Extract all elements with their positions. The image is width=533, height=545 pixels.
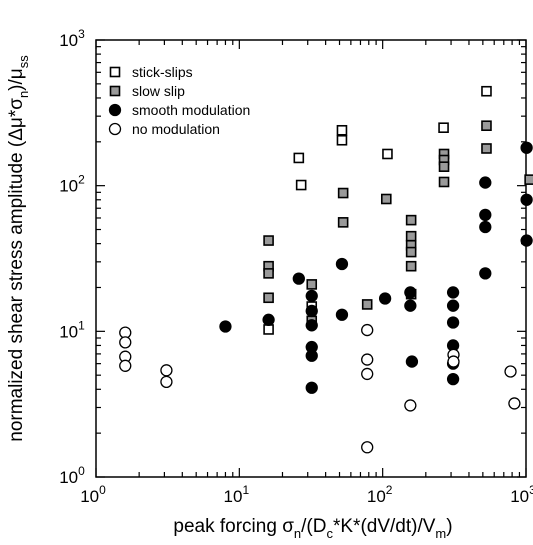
point-no-modulation (447, 355, 460, 368)
point-slow-slip (405, 230, 417, 242)
point-slow-slip (524, 174, 533, 185)
legend: stick-slips slow slip smooth modulation … (108, 64, 250, 137)
point-smooth-modulation (479, 220, 492, 234)
y-tick-label: 100 (59, 464, 85, 487)
point-slow-slip (337, 217, 349, 228)
x-title-end: ) (446, 516, 452, 537)
x-title-sub3: m (435, 526, 446, 541)
point-smooth-modulation (292, 272, 305, 285)
point-stick-slips (336, 124, 348, 136)
y-title-main: normalized shear stress amplitude (Δμ*σ (6, 98, 27, 442)
point-smooth-modulation (446, 372, 460, 386)
point-slow-slip (438, 161, 450, 172)
point-stick-slips (293, 152, 305, 164)
x-title-sub1: n (294, 526, 301, 541)
data-points (119, 85, 533, 454)
point-slow-slip (481, 143, 492, 154)
point-smooth-modulation (262, 313, 275, 326)
point-smooth-modulation (404, 299, 417, 312)
point-no-modulation (361, 323, 374, 337)
point-smooth-modulation (479, 267, 492, 280)
point-smooth-modulation (520, 141, 533, 154)
point-no-modulation (361, 441, 374, 454)
point-no-modulation (160, 375, 173, 388)
y-title-sub2: ss (16, 55, 31, 69)
x-tick-label: 101 (224, 483, 250, 506)
axis-tick-labels: 100 101 102 103 100 101 102 103 (59, 27, 533, 506)
point-no-modulation (160, 364, 173, 377)
point-slow-slip (337, 187, 349, 199)
point-stick-slips (438, 122, 449, 134)
point-slow-slip (361, 299, 373, 310)
point-no-modulation (119, 336, 132, 349)
point-stick-slips (481, 85, 492, 97)
y-axis-title: normalized shear stress amplitude (Δμ*σn… (6, 55, 31, 442)
point-slow-slip (263, 268, 274, 279)
point-slow-slip (405, 214, 417, 226)
point-smooth-modulation (405, 355, 419, 368)
point-no-modulation (361, 353, 374, 366)
x-tick-label: 102 (367, 483, 393, 506)
point-stick-slips (295, 179, 307, 191)
y-title-sub1: n (16, 91, 31, 98)
x-title-sub2: c (326, 526, 333, 541)
x-tick-label: 100 (80, 483, 106, 506)
point-slow-slip (438, 176, 450, 188)
y-tick-label: 102 (59, 173, 85, 196)
point-smooth-modulation (305, 304, 318, 318)
point-smooth-modulation (335, 257, 349, 271)
point-smooth-modulation (446, 286, 460, 299)
point-slow-slip (263, 292, 274, 304)
point-slow-slip (380, 193, 392, 205)
point-smooth-modulation (219, 320, 232, 333)
x-title-mid1: /(D (301, 516, 326, 537)
point-slow-slip (263, 235, 274, 246)
point-stick-slips (263, 324, 274, 335)
point-stick-slips (382, 148, 393, 160)
point-no-modulation (508, 397, 521, 410)
point-smooth-modulation (404, 286, 417, 299)
y-tick-label: 103 (59, 27, 85, 50)
point-smooth-modulation (305, 349, 318, 362)
point-slow-slip (306, 279, 318, 290)
point-slow-slip (405, 260, 417, 272)
point-smooth-modulation (305, 289, 318, 303)
axis-ticks (95, 39, 527, 478)
point-smooth-modulation (520, 193, 533, 206)
y-title-mid1: )/μ (6, 68, 27, 91)
point-no-modulation (404, 399, 417, 412)
x-axis-title: peak forcing σn/(Dc*K*(dV/dt)/Vm) (173, 516, 452, 541)
point-smooth-modulation (479, 176, 492, 189)
point-smooth-modulation (305, 381, 318, 394)
point-smooth-modulation (479, 208, 492, 222)
legend-label-no-modulation: no modulation (132, 121, 220, 137)
legend-label-stick-slips: stick-slips (132, 64, 193, 80)
point-stick-slips (336, 134, 348, 146)
point-no-modulation (119, 359, 132, 372)
point-smooth-modulation (305, 319, 318, 332)
x-title-mid2: *K*(dV/dt)/V (333, 516, 436, 537)
x-tick-label: 103 (510, 483, 533, 506)
x-title-main: peak forcing σ (173, 516, 294, 537)
plot-frame (95, 39, 527, 478)
point-smooth-modulation (446, 299, 460, 312)
point-slow-slip (481, 120, 492, 132)
point-slow-slip (405, 246, 417, 258)
point-smooth-modulation (520, 234, 533, 247)
legend-marker-slow-slip (109, 85, 121, 97)
legend-marker-smooth-modulation (108, 103, 122, 117)
y-tick-label: 101 (59, 318, 85, 341)
point-smooth-modulation (378, 292, 392, 305)
point-no-modulation (361, 367, 374, 381)
point-smooth-modulation (446, 316, 460, 329)
legend-label-slow-slip: slow slip (132, 83, 185, 99)
legend-marker-no-modulation (108, 122, 122, 136)
legend-marker-stick-slips (109, 66, 121, 78)
point-smooth-modulation (335, 308, 349, 321)
legend-label-smooth-modulation: smooth modulation (132, 102, 250, 118)
point-no-modulation (504, 365, 517, 378)
